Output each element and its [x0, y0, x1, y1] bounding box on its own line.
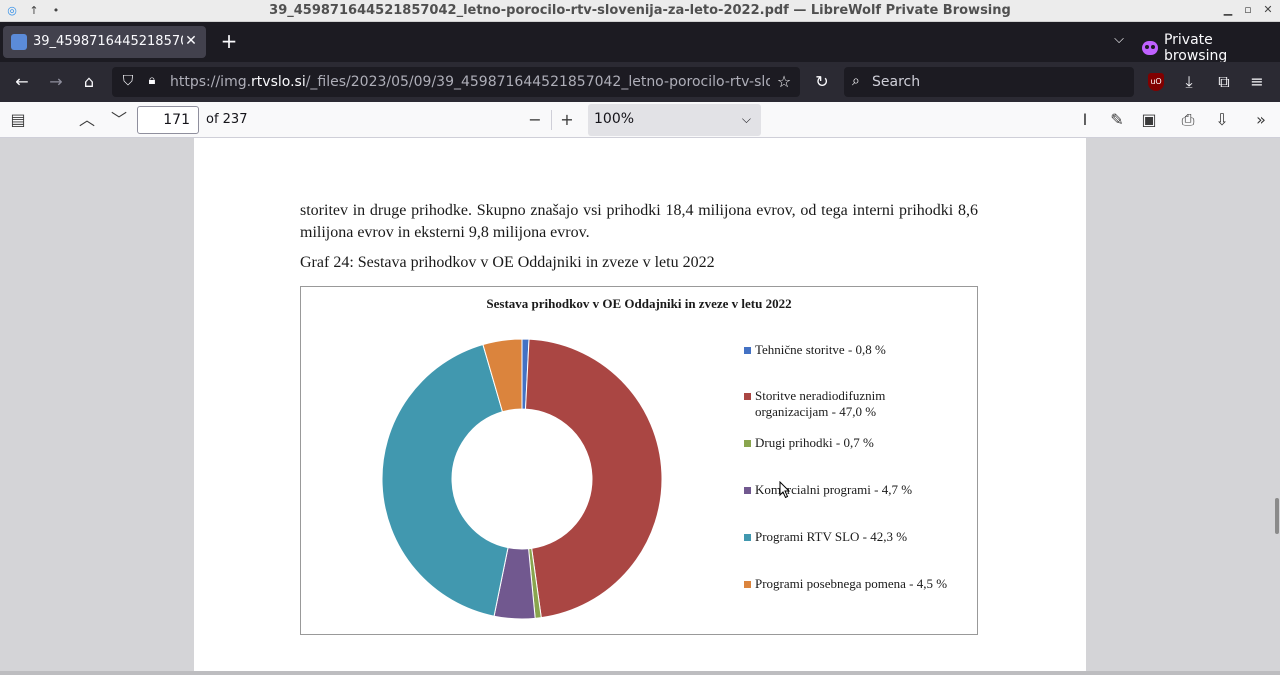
search-icon: ⌕	[852, 73, 860, 89]
home-button[interactable]: ⌂	[83, 72, 95, 91]
menu-icon[interactable]: ≡	[1250, 72, 1264, 91]
private-mask-icon	[1142, 41, 1158, 55]
url-bar[interactable]: ⛉ 🔒︎ https://img.rtvslo.si/_files/2023/0…	[112, 67, 800, 97]
nav-bar: ← → ⌂ ⛉ 🔒︎ https://img.rtvslo.si/_files/…	[0, 62, 1280, 102]
search-bar[interactable]: ⌕ Search	[844, 67, 1134, 97]
url-text[interactable]: https://img.rtvslo.si/_files/2023/05/09/…	[170, 74, 770, 90]
text-select-icon[interactable]: I	[1082, 110, 1088, 129]
donut-slice-4	[381, 343, 509, 617]
window-dot-icon[interactable]: •	[52, 4, 60, 17]
save-download-icon[interactable]: ⇩	[1215, 110, 1229, 129]
zoom-value: 100%	[594, 111, 635, 127]
print-icon[interactable]: ⎙	[1181, 110, 1195, 129]
zoom-in-icon[interactable]: +	[560, 110, 574, 129]
back-button[interactable]: ←	[15, 72, 29, 91]
legend-swatch-0	[744, 347, 751, 354]
legend-swatch-4	[744, 534, 751, 541]
page-number-input[interactable]: 171	[137, 106, 199, 134]
shield-icon[interactable]: ⛉	[122, 73, 134, 89]
tab-title: 39_459871644521857042_letno-porocilo-rtv…	[33, 34, 183, 49]
bookmark-star-icon[interactable]: ☆	[776, 72, 792, 91]
extensions-icon[interactable]: ⧉	[1218, 72, 1230, 91]
donut-slice-5	[482, 338, 523, 413]
legend-label-4: Programi RTV SLO - 42,3 %	[755, 529, 908, 544]
toolbar-divider	[551, 110, 552, 130]
body-paragraph: storitev in druge prihodke. Skupno znaša…	[300, 202, 978, 241]
legend-label-2: Drugi prihodki - 0,7 %	[755, 435, 874, 450]
lock-icon[interactable]: 🔒︎	[148, 73, 156, 88]
legend-swatch-5	[744, 581, 751, 588]
tab-close-icon[interactable]: ✕	[185, 33, 197, 49]
ublock-origin-icon[interactable]: uO	[1148, 73, 1164, 91]
maximize-icon[interactable]: ▫	[1244, 3, 1252, 16]
pdf-toolbar: ▤ ︿ ﹀ 171 of 237 − + 100% ⌵ I ✎ ▣ ⎙ ⇩ »	[0, 102, 1280, 138]
legend-label-0: Tehnične storitve - 0,8 %	[755, 342, 886, 357]
list-all-tabs-chevron-icon[interactable]: ⌵	[1114, 32, 1124, 47]
legend-swatch-1	[744, 393, 751, 400]
figure-caption: Graf 24: Sestava prihodkov v OE Oddajnik…	[300, 254, 715, 271]
legend-swatch-3	[744, 487, 751, 494]
donut-slice-1	[524, 338, 663, 619]
downloads-icon[interactable]: ⤓	[1185, 72, 1193, 91]
tools-overflow-icon[interactable]: »	[1256, 110, 1266, 129]
window-titlebar: ◎ ↑ • 39_459871644521857042_letno-poroci…	[0, 0, 1280, 22]
forward-button[interactable]: →	[49, 72, 63, 91]
legend-label-1: Storitve neradiodifuznim organizacijam -…	[755, 388, 886, 419]
reload-button[interactable]: ↻	[815, 72, 829, 91]
next-page-icon[interactable]: ﹀	[110, 110, 127, 129]
pdf-viewer[interactable]: storitev in druge prihodke. Skupno znaša…	[0, 138, 1280, 675]
tab-active[interactable]: 39_459871644521857042_letno-porocilo-rtv…	[3, 26, 206, 58]
tab-favicon-icon	[11, 34, 27, 50]
sidebar-toggle-icon[interactable]: ▤	[10, 110, 26, 129]
chevron-down-icon: ⌵	[741, 112, 751, 126]
tab-strip: 39_459871644521857042_letno-porocilo-rtv…	[0, 22, 1280, 64]
mouse-cursor-icon	[779, 481, 791, 499]
private-browsing-label: Private browsing	[1163, 32, 1228, 64]
close-window-icon[interactable]: ✕	[1263, 3, 1273, 16]
search-placeholder: Search	[872, 74, 921, 90]
previous-page-icon[interactable]: ︿	[78, 110, 95, 129]
pin-up-icon[interactable]: ↑	[29, 4, 39, 17]
chart-title: Sestava prihodkov v OE Oddajniki in zvez…	[486, 296, 792, 311]
vertical-scrollbar-thumb[interactable]	[1275, 498, 1279, 534]
zoom-out-icon[interactable]: −	[528, 110, 542, 129]
zoom-select[interactable]: 100% ⌵	[588, 104, 761, 136]
legend-label-5: Programi posebnega pomena - 4,5 %	[755, 576, 948, 591]
window-title: 39_459871644521857042_letno-porocilo-rtv…	[269, 3, 1011, 18]
pdf-page: storitev in druge prihodke. Skupno znaša…	[194, 138, 1086, 671]
minimize-icon[interactable]: ▁	[1223, 3, 1233, 16]
add-image-icon[interactable]: ▣	[1141, 110, 1157, 129]
legend-swatch-2	[744, 440, 751, 447]
app-icon[interactable]: ◎	[7, 4, 17, 17]
private-browsing-indicator: Private browsing	[1142, 32, 1280, 64]
page-count-label: of 237	[206, 112, 248, 127]
new-tab-button[interactable]: +	[220, 29, 238, 53]
draw-pen-icon[interactable]: ✎	[1110, 110, 1124, 129]
donut-chart: Sestava prihodkov v OE Oddajniki in zvez…	[300, 286, 978, 635]
viewer-bottom-edge	[0, 671, 1280, 675]
donut-chart-svg	[381, 338, 663, 620]
